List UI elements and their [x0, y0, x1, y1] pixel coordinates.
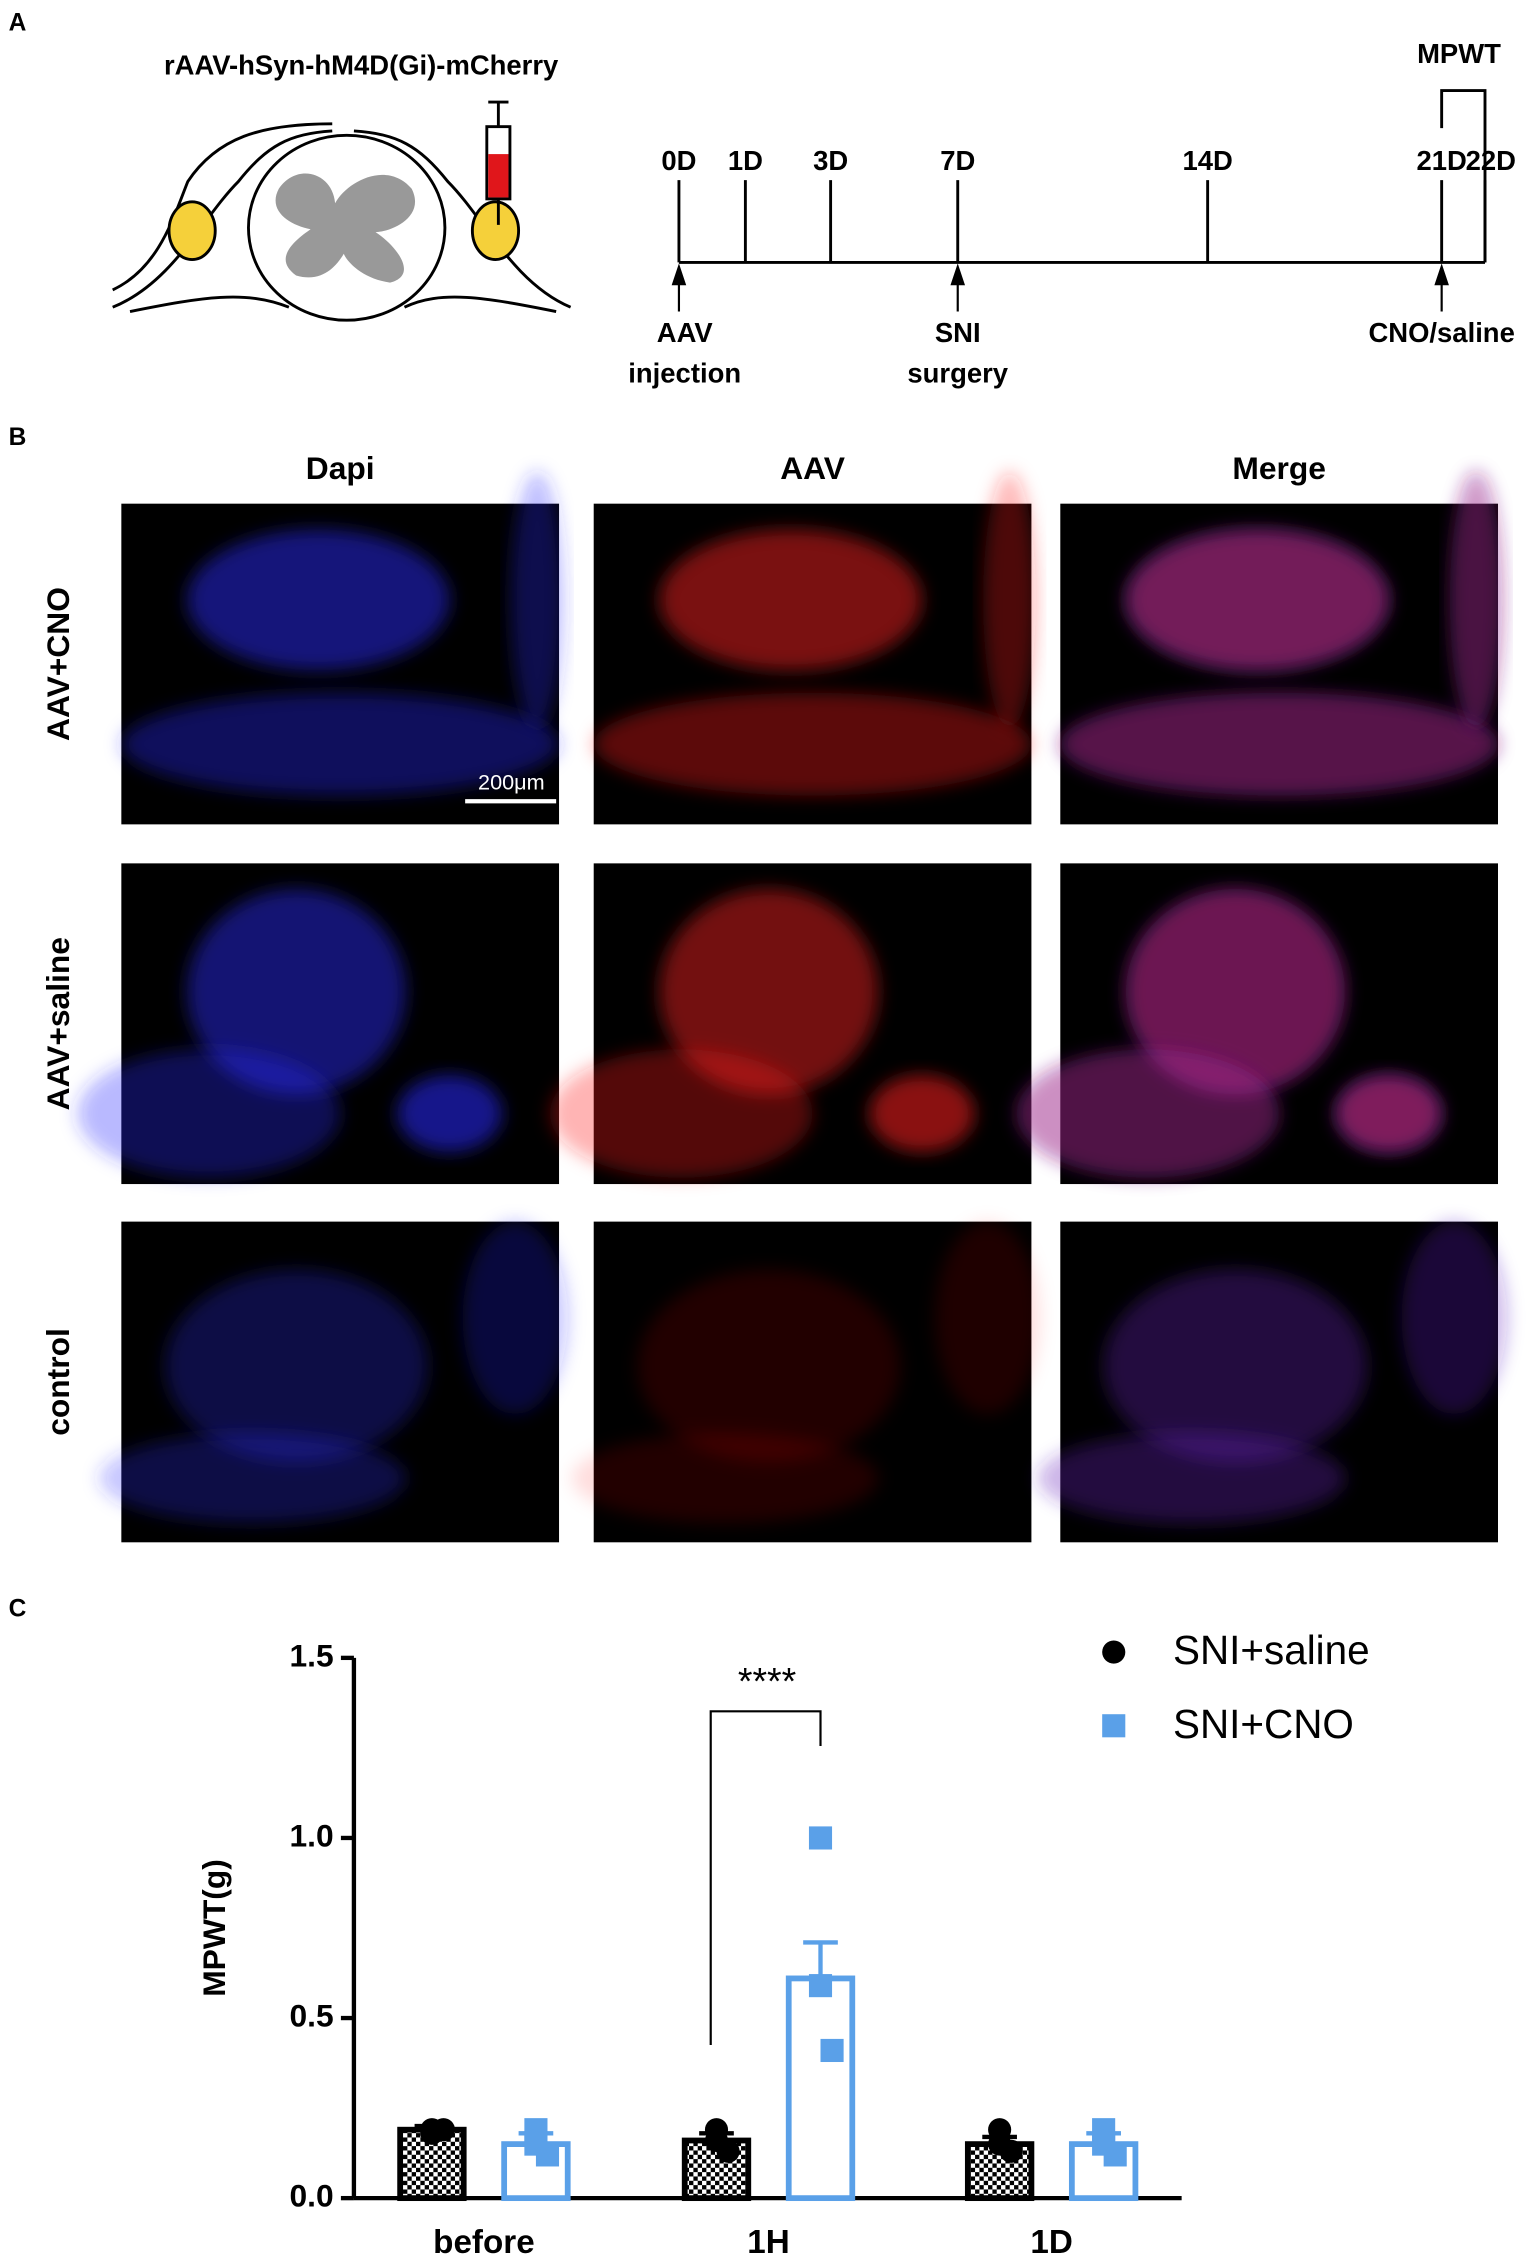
- micrograph: [77, 863, 560, 1185]
- event-label: injection: [628, 357, 741, 388]
- tissue: [637, 1269, 901, 1463]
- tissue: [935, 1221, 1041, 1415]
- tissue: [1038, 1433, 1345, 1524]
- timeline-label: 3D: [813, 145, 848, 176]
- panel-label: C: [9, 1596, 27, 1623]
- event-arrow: [671, 263, 687, 312]
- spinal-cord-diagram: [112, 100, 572, 322]
- tissue: [1060, 692, 1498, 796]
- tissue: [397, 1075, 503, 1152]
- tissue: [186, 889, 406, 1095]
- micrograph: [549, 863, 1032, 1185]
- tissue: [1336, 1075, 1442, 1152]
- legend-label: SNI+CNO: [1173, 1701, 1354, 1747]
- data-point: [716, 2139, 740, 2163]
- tissue: [186, 529, 450, 671]
- row-title: AAV+CNO: [40, 587, 76, 741]
- legend-label: SNI+saline: [1173, 1627, 1370, 1673]
- bar: [785, 1975, 856, 2202]
- timeline-label: 1D: [728, 145, 763, 176]
- timeline-label: 7D: [940, 145, 975, 176]
- bracket-label: MPWT: [1417, 38, 1501, 69]
- tissue: [983, 471, 1036, 729]
- micrograph: [1060, 471, 1503, 825]
- event-label: surgery: [907, 357, 1008, 388]
- event-label: AAV: [657, 317, 714, 348]
- data-point: [999, 2139, 1023, 2163]
- tissue: [462, 1221, 568, 1415]
- panel-label: A: [9, 10, 27, 37]
- x-tick-label: 1H: [747, 2224, 789, 2261]
- x-tick-label: before: [433, 2224, 535, 2261]
- micrograph: [99, 1221, 568, 1543]
- x-tick-label: 1D: [1030, 2224, 1072, 2261]
- tissue: [510, 471, 564, 729]
- column-title: Dapi: [306, 450, 375, 486]
- data-point: [820, 2038, 844, 2063]
- micrograph: [1016, 863, 1498, 1185]
- tissue: [1104, 1269, 1367, 1463]
- data-point: [535, 2143, 560, 2167]
- data-point: [808, 1826, 833, 1850]
- y-tick-label: 1.5: [290, 1637, 334, 1673]
- column-title: AAV: [780, 450, 845, 486]
- construct-label: rAAV-hSyn-hM4D(Gi)-mCherry: [164, 50, 559, 81]
- legend-marker: [1102, 1714, 1126, 1738]
- y-tick-label: 1.0: [290, 1817, 334, 1853]
- tissue: [99, 1433, 406, 1524]
- tissue: [1449, 471, 1503, 729]
- tissue: [869, 1075, 975, 1152]
- tissue: [593, 692, 1032, 796]
- event-arrow: [1434, 263, 1449, 312]
- significance-bracket: [709, 1710, 822, 2046]
- timeline-label: 21D: [1416, 145, 1466, 176]
- y-axis-label: MPWT(g): [196, 1859, 232, 1997]
- event-label: CNO/saline: [1368, 317, 1514, 348]
- tissue: [549, 1049, 813, 1178]
- tissue: [121, 692, 560, 796]
- tissue: [659, 889, 879, 1095]
- timeline-label: 22D: [1466, 145, 1516, 176]
- panel-label: B: [9, 424, 27, 451]
- timeline-label: 14D: [1182, 145, 1232, 176]
- tissue: [77, 1049, 341, 1178]
- error-bar: [803, 1940, 838, 1979]
- micrograph: [571, 1221, 1041, 1543]
- tissue: [1401, 1221, 1507, 1415]
- micrograph: [593, 471, 1036, 825]
- data-point: [808, 1974, 833, 1998]
- tissue: [1016, 1049, 1280, 1178]
- scale-bar-label: 200μm: [478, 770, 545, 795]
- tissue: [571, 1433, 879, 1524]
- tissue: [165, 1269, 428, 1463]
- timeline-label: 0D: [661, 145, 696, 176]
- row-title: control: [40, 1328, 76, 1436]
- significance-label: ****: [738, 1660, 797, 1702]
- data-point: [1103, 2143, 1127, 2167]
- tissue: [659, 529, 922, 671]
- y-tick-label: 0.5: [290, 1997, 334, 2033]
- column-title: Merge: [1232, 450, 1326, 486]
- tissue: [1125, 529, 1389, 671]
- event-label: SNI: [935, 317, 981, 348]
- tissue: [1125, 889, 1345, 1095]
- row-title: AAV+saline: [40, 937, 76, 1110]
- legend-marker: [1102, 1640, 1126, 1664]
- micrograph: [121, 471, 564, 825]
- micrograph: [1038, 1221, 1507, 1543]
- y-tick-label: 0.0: [290, 2178, 334, 2214]
- mpwt-bracket: [1440, 89, 1487, 263]
- event-arrow: [950, 263, 966, 312]
- data-point: [431, 2118, 456, 2142]
